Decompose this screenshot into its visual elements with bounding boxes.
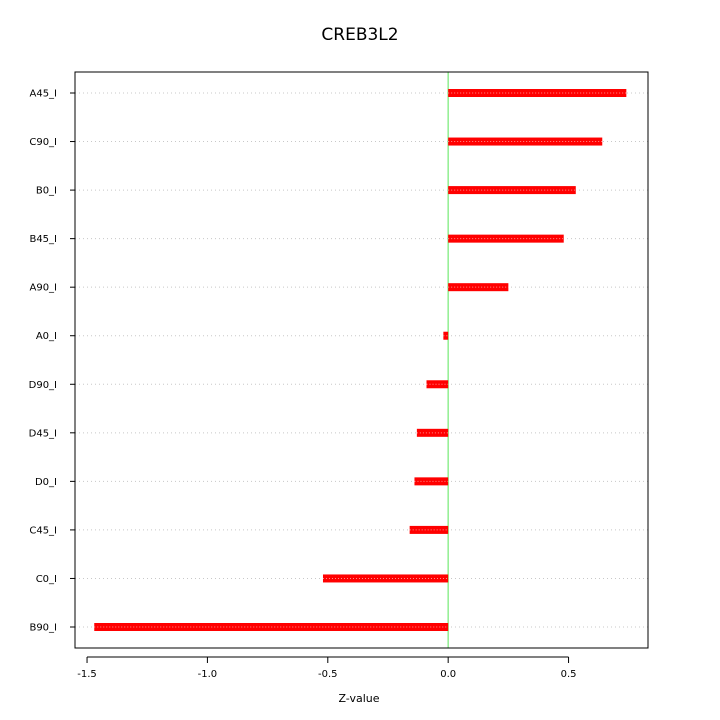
bar bbox=[322, 574, 449, 583]
grid-lines bbox=[75, 92, 648, 628]
bar bbox=[409, 525, 449, 534]
x-tick-label: 0.0 bbox=[440, 669, 456, 680]
plot-frame bbox=[74, 71, 649, 649]
y-tick-label: A45_I bbox=[29, 89, 57, 100]
y-tick-label: B45_I bbox=[29, 234, 57, 245]
bar bbox=[448, 89, 627, 97]
bar bbox=[443, 331, 449, 340]
x-tick-label: 0.5 bbox=[561, 669, 577, 680]
y-tick-label: D0_I bbox=[35, 477, 57, 488]
bar bbox=[448, 137, 603, 146]
y-tick-label: D90_I bbox=[29, 380, 57, 391]
x-tick-label: -0.5 bbox=[318, 669, 338, 680]
y-axis: A45_I C90_I B0_I B45_I A90_I A0_I D90_I D45_I D0… bbox=[29, 89, 75, 634]
x-axis-label: Z-value bbox=[338, 692, 379, 705]
y-tick-label: C90_I bbox=[29, 137, 57, 148]
y-tick-label: B0_I bbox=[36, 186, 57, 197]
bars bbox=[94, 89, 627, 631]
y-tick-label: A90_I bbox=[29, 283, 57, 294]
y-tick-label: B90_I bbox=[29, 623, 57, 634]
bar bbox=[94, 623, 449, 631]
bar bbox=[414, 477, 449, 486]
x-tick-label: -1.5 bbox=[77, 669, 97, 680]
x-axis: -1.5 -1.0 -0.5 0.0 0.5 bbox=[77, 656, 577, 680]
y-tick-label: C0_I bbox=[36, 574, 57, 585]
chart-title: CREB3L2 bbox=[321, 25, 398, 45]
bar bbox=[426, 380, 449, 389]
y-tick-label: C45_I bbox=[29, 525, 57, 536]
y-tick-label: D45_I bbox=[29, 428, 57, 439]
x-tick-label: -1.0 bbox=[198, 669, 218, 680]
y-tick-label: A0_I bbox=[36, 331, 57, 342]
